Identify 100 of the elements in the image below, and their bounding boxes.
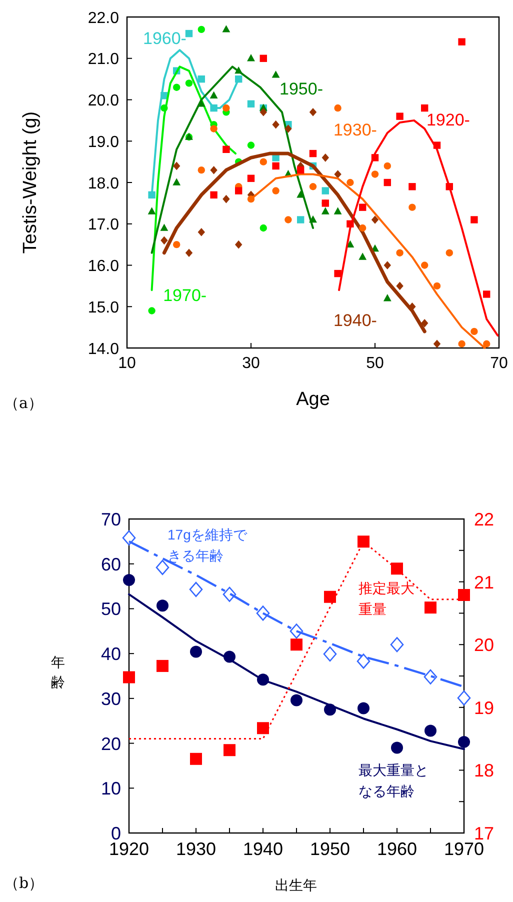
point [334,207,342,214]
x-tick-label: 1930 [176,839,216,859]
y-tick-label: 21.0 [88,51,120,68]
point [334,104,342,112]
point [290,694,302,706]
y-tick-label: 10 [100,778,121,799]
y2-tick-label: 20 [474,635,494,656]
point [173,84,180,91]
point [260,54,267,62]
point [123,574,135,586]
point [424,724,436,737]
point [156,600,168,612]
series-label: 1950- [280,79,324,98]
point [224,744,236,756]
series-label: 1940- [333,310,377,330]
point [396,249,404,256]
point [334,270,342,278]
text: （a） [4,394,43,412]
point [247,142,255,149]
point [160,224,168,231]
y-tick-label: 17.0 [88,216,120,234]
point [210,191,218,199]
point [260,158,267,166]
y-tick-label: 50 [100,599,121,620]
y-tick-label: 20 [100,734,121,754]
point [390,637,404,652]
point [371,216,379,224]
point [210,125,218,132]
point [309,183,317,190]
point [297,166,304,174]
point [222,25,230,32]
point [284,124,292,133]
series-label: 1970- [163,286,207,306]
point [190,646,202,658]
point [384,178,391,186]
series-label: 1920- [426,110,470,130]
point [358,536,370,548]
point [371,170,379,178]
point [185,248,193,257]
point [324,590,336,603]
point [408,183,416,190]
point [272,70,280,78]
point [396,112,404,120]
point [321,207,330,214]
x-tick-label: 1940 [242,839,284,859]
y-tick-label: 70 [100,509,121,530]
point [391,562,403,575]
point [172,178,181,186]
point [408,204,416,211]
point [257,722,269,734]
point [433,282,441,290]
point [334,170,342,178]
point [260,224,267,232]
point [185,30,193,38]
point [210,166,218,174]
series-label: 推定最大重量 [358,580,414,618]
point [424,602,436,614]
y-tick-label: 40 [100,644,121,664]
x-tick-label: 30 [242,355,260,372]
point [222,194,230,204]
point [198,166,205,174]
point [457,690,471,706]
point [458,340,466,348]
point [173,240,180,248]
point [122,530,136,546]
x-tick-label: 1960 [376,839,418,859]
point [421,319,428,328]
line-series [162,152,426,334]
y-tick-label: 15.0 [88,299,120,316]
x-tick-label: 70 [490,355,508,372]
point [235,240,242,249]
point [148,307,156,314]
point [173,162,180,170]
x-axis-title: 出生年 [275,877,317,893]
y2-tick-label: 19 [474,698,494,718]
point [470,328,478,336]
point [359,204,366,211]
point [198,26,205,34]
point [483,340,490,348]
point [458,588,470,601]
point [446,249,453,256]
point [198,228,205,236]
point [247,54,255,62]
series-label: 1930- [333,120,377,140]
y2-tick-label: 18 [474,760,494,781]
y-axis-title: Testis-Weight (g) [20,111,41,254]
y2-tick-label: 21 [474,572,494,592]
point [247,174,255,182]
point [123,671,135,684]
point [247,100,255,108]
y-tick-label: 20.0 [88,92,120,110]
point [358,252,367,260]
point [384,261,391,270]
point [396,282,404,290]
y-axis-title: 年齢 [51,654,65,690]
text: （b） [4,874,44,892]
y-tick-label: 19.0 [88,134,120,151]
y-tick-label: 18.0 [88,175,120,192]
point [391,742,403,754]
point [222,104,230,112]
